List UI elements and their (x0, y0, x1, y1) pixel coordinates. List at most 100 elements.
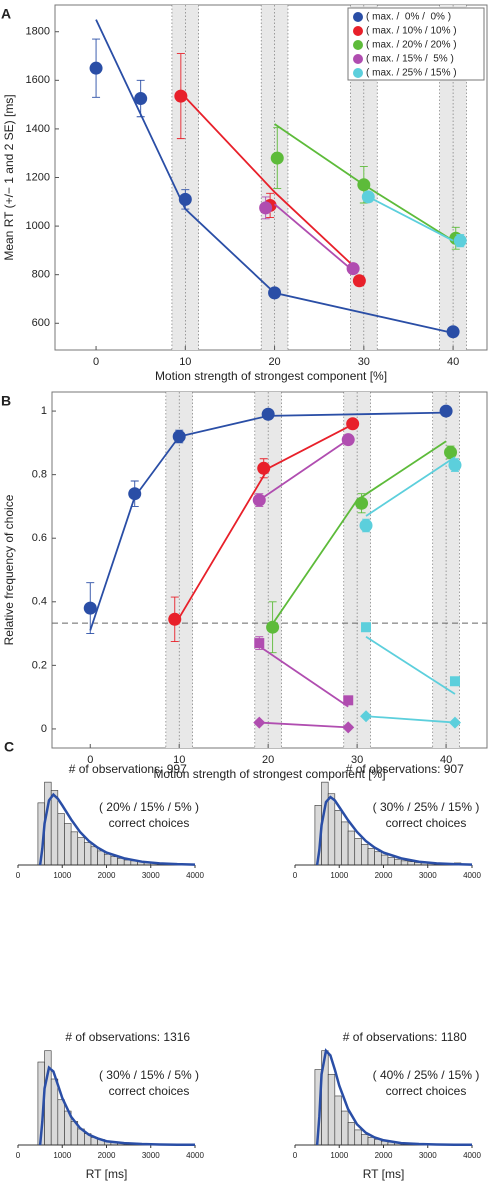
x-tick-label: 1000 (330, 871, 348, 880)
x-tick-label: 30 (358, 356, 370, 368)
data-point (83, 601, 97, 615)
annotation: ( 30% / 25% / 15% ) (373, 800, 480, 814)
histogram-bar (367, 1137, 375, 1146)
y-tick-label: 0.6 (32, 532, 47, 544)
density-curve (315, 1048, 473, 1147)
histogram-bar (327, 793, 336, 866)
histogram-bar (387, 857, 395, 866)
y-tick-label: 0.4 (32, 596, 47, 608)
x-tick-label: 4000 (186, 1151, 204, 1160)
histogram-bar (97, 850, 105, 866)
data-point (259, 201, 273, 215)
data-point (128, 487, 142, 501)
x-tick-label: 4000 (186, 871, 204, 880)
fit-line (363, 193, 454, 242)
histogram-bar (347, 830, 356, 866)
x-tick-label: 3000 (142, 1151, 160, 1160)
data-point (172, 430, 186, 443)
histogram-bar (341, 821, 349, 866)
histogram-bar (123, 859, 132, 866)
histogram-bar (57, 1099, 65, 1146)
x-axis-label: Motion strength of strongest component [… (155, 369, 387, 383)
x-tick-label: 4000 (463, 871, 481, 880)
fit-line (258, 645, 349, 708)
x-tick-label: 1000 (330, 1151, 348, 1160)
legend-label: ( max. / 10% / 10% ) (366, 26, 457, 37)
histogram-bar (361, 1134, 369, 1146)
data-point (174, 89, 188, 103)
histogram-bar (77, 837, 85, 866)
histogram-title: # of observations: 907 (346, 762, 464, 776)
data-point (448, 458, 462, 472)
histogram-bar (347, 1122, 356, 1146)
panel-label: A (1, 6, 11, 22)
data-point (361, 622, 372, 633)
highlight-band (343, 392, 371, 748)
x-tick-label: 20 (268, 356, 280, 368)
histogram-bar (117, 858, 125, 866)
histogram-bar (354, 838, 362, 866)
x-tick-label: 3000 (419, 871, 437, 880)
x-tick-label: 40 (440, 754, 452, 766)
legend-label: ( max. / 0% / 0% ) (366, 12, 451, 23)
y-tick-label: 0.2 (32, 659, 47, 671)
annotation: ( 40% / 25% / 15% ) (373, 1068, 480, 1082)
histogram-bar (361, 843, 369, 866)
fit-line (273, 203, 352, 270)
legend-label: ( max. / 15% / 5% ) (366, 54, 454, 65)
fit-line (365, 456, 456, 517)
histogram-bar (110, 856, 118, 866)
y-tick-label: 1 (41, 405, 47, 417)
histogram-bar (84, 842, 92, 866)
density-curve (315, 795, 473, 866)
y-tick-label: 1000 (26, 220, 50, 232)
x-tick-label: 2000 (375, 1151, 393, 1160)
density-curve (38, 792, 196, 866)
x-tick-label: 10 (179, 356, 191, 368)
y-tick-label: 1800 (26, 26, 50, 38)
data-point (254, 638, 265, 649)
x-tick-label: 2000 (375, 871, 393, 880)
fit-line (365, 635, 456, 695)
histogram-bar (374, 851, 382, 866)
histogram-bar (380, 854, 389, 866)
highlight-band (254, 392, 282, 748)
data-point (253, 716, 266, 729)
histogram-bar (367, 848, 375, 866)
legend-label: ( max. / 20% / 20% ) (366, 40, 457, 51)
legend-marker (353, 68, 363, 78)
fit-line (365, 715, 456, 724)
annotation: correct choices (109, 816, 190, 830)
histogram-bar (70, 831, 79, 866)
data-point (346, 417, 360, 431)
y-tick-label: 800 (32, 269, 50, 281)
legend-box (347, 7, 485, 81)
y-tick-label: 1200 (26, 171, 50, 183)
annotation: correct choices (386, 816, 467, 830)
data-point (346, 262, 360, 276)
histogram-bar (341, 1110, 349, 1146)
data-point (357, 178, 371, 192)
data-point (252, 493, 266, 507)
data-point (361, 190, 375, 204)
data-point (352, 274, 366, 288)
data-point (449, 676, 460, 687)
panel-label: C (4, 739, 14, 755)
histogram-bar (64, 823, 72, 866)
histogram-title: # of observations: 1316 (65, 1030, 190, 1044)
x-tick-label: 3000 (419, 1151, 437, 1160)
data-point (134, 92, 148, 106)
data-point (444, 445, 458, 459)
legend-label: ( max. / 25% / 15% ) (366, 68, 457, 79)
legend-marker (353, 26, 363, 36)
histogram-title: # of observations: 997 (69, 762, 187, 776)
histogram-bar (354, 1129, 362, 1146)
x-tick-label: 40 (447, 356, 459, 368)
annotation: ( 30% / 15% / 5% ) (99, 1068, 199, 1082)
x-tick-label: 0 (293, 1151, 298, 1160)
x-axis-label: Motion strength of strongest component [… (153, 767, 385, 781)
y-tick-label: 600 (32, 317, 50, 329)
histogram-title: # of observations: 1180 (343, 1030, 467, 1044)
x-tick-label: 20 (262, 754, 274, 766)
data-point (341, 433, 355, 447)
